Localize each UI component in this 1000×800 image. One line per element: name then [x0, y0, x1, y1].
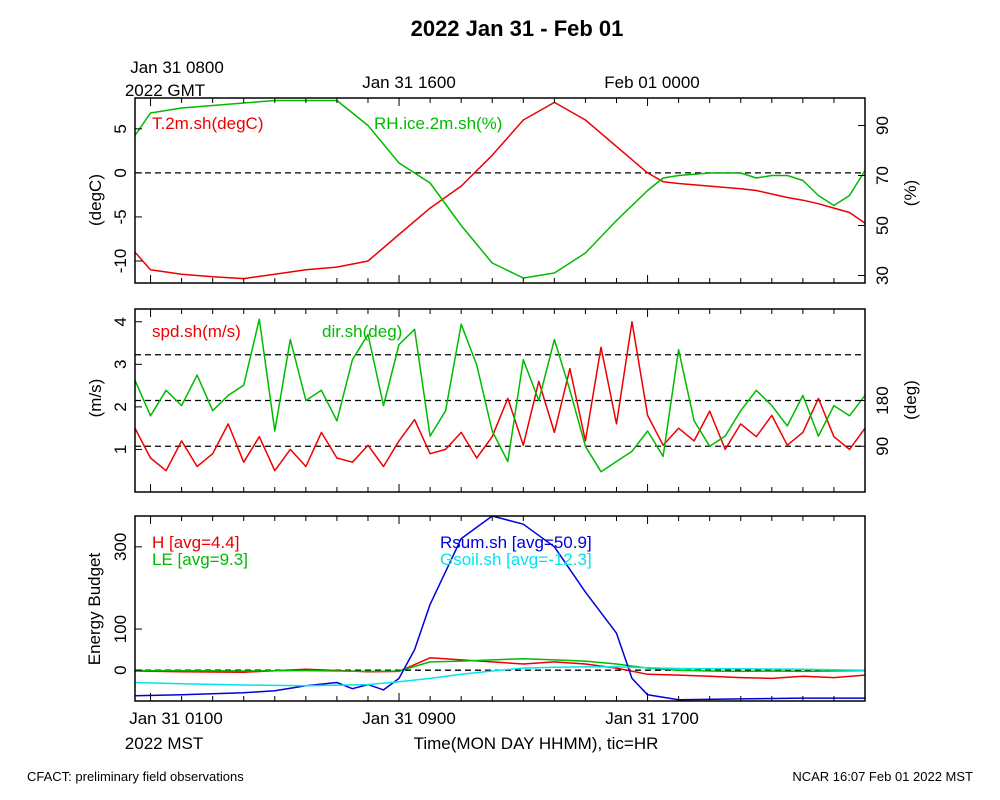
panel-energy-budget: 0 100 300 H [avg=4.4]LE [avg=9.3] Rsum.sh [a…	[111, 515, 866, 702]
legend-label-2-2: Rsum.sh [avg=50.9]	[440, 533, 592, 552]
y-left-tick-label: 0	[111, 665, 130, 674]
legend-label-2-3: Gsoil.sh [avg=-12.3]	[440, 550, 592, 569]
y-left-tick-label: 4	[111, 317, 130, 326]
x-year-label: 2022 MST	[125, 734, 203, 753]
y-right-tick-label: 30	[873, 266, 892, 285]
plot-frame-2	[134, 515, 866, 702]
panel-wind: 1 2 3 4 90 180 spd.sh(m/s) dir.sh(deg)	[111, 308, 892, 493]
footer-left: CFACT: preliminary field observations	[27, 769, 244, 784]
panel2-ylabel-left: (m/s)	[86, 379, 105, 418]
y-left-tick-label: 1	[111, 445, 130, 454]
y-left-tick-label: 2	[111, 402, 130, 411]
y-left-tick-label: -10	[111, 249, 130, 274]
x-tick-label-2: Jan 31 0900	[362, 709, 456, 728]
plot-frame-0	[134, 97, 866, 284]
series-group-1	[135, 318, 865, 473]
x-tick-label-1: Jan 31 0100	[129, 709, 223, 728]
series-line-rh-ice-2m-sh-	[135, 99, 865, 279]
legend-label-2-0: H [avg=4.4]	[152, 533, 239, 552]
footer-right: NCAR 16:07 Feb 01 2022 MST	[792, 769, 973, 784]
y-left-tick-label: 300	[111, 533, 130, 561]
y-left-tick-label: 5	[111, 124, 130, 133]
gmt-year-label: 2022 GMT	[125, 81, 205, 100]
panel3-ylabel-left: Energy Budget	[85, 552, 104, 665]
y-left-tick-label: -5	[111, 209, 130, 224]
y-left-tick-label: 3	[111, 360, 130, 369]
series-line-gsoil-sh	[135, 666, 865, 687]
legend-label-1-1: dir.sh(deg)	[322, 322, 402, 341]
panel1-ylabel-left: (degC)	[86, 174, 105, 226]
y-right-tick-label: 90	[873, 437, 892, 456]
gmt-tick-label-3: Feb 01 0000	[604, 73, 699, 92]
series-line-dir-sh-deg-	[135, 318, 865, 473]
series-line-rsum-sh	[135, 516, 865, 701]
series-group-0	[135, 99, 865, 280]
legend-label-2-1: LE [avg=9.3]	[152, 550, 248, 569]
x-axis-label: Time(MON DAY HHMM), tic=HR	[414, 734, 659, 753]
panel2-ylabel-right: (deg)	[901, 380, 920, 420]
y-left-tick-label: 100	[111, 615, 130, 643]
y-left-tick-label: 0	[111, 168, 130, 177]
series-line-t-2m-sh-degc-	[135, 101, 865, 280]
legend-label-0-1: RH.ice.2m.sh(%)	[374, 114, 502, 133]
panel-temperature-humidity: -10 -5 0 5 30 50 70 90 T.2m.sh(degC) RH.ice.2m.sh…	[111, 97, 892, 285]
gmt-tick-label-2: Jan 31 1600	[362, 73, 456, 92]
x-tick-label-3: Jan 31 1700	[605, 709, 699, 728]
y-right-tick-label: 180	[873, 386, 892, 414]
y-right-tick-label: 90	[873, 116, 892, 135]
panel1-ylabel-right: (%)	[901, 180, 920, 206]
gmt-tick-label-1: Jan 31 0800	[130, 58, 224, 77]
y-right-tick-label: 50	[873, 216, 892, 235]
series-line-spd-sh-m-s-	[135, 321, 865, 472]
series-group-2	[135, 516, 865, 701]
legend-label-1-0: spd.sh(m/s)	[152, 322, 241, 341]
chart-title: 2022 Jan 31 - Feb 01	[411, 16, 624, 41]
y-right-tick-label: 70	[873, 166, 892, 185]
legend-label-0-0: T.2m.sh(degC)	[152, 114, 263, 133]
series-line-h	[135, 657, 865, 680]
series-line-le	[135, 657, 865, 673]
